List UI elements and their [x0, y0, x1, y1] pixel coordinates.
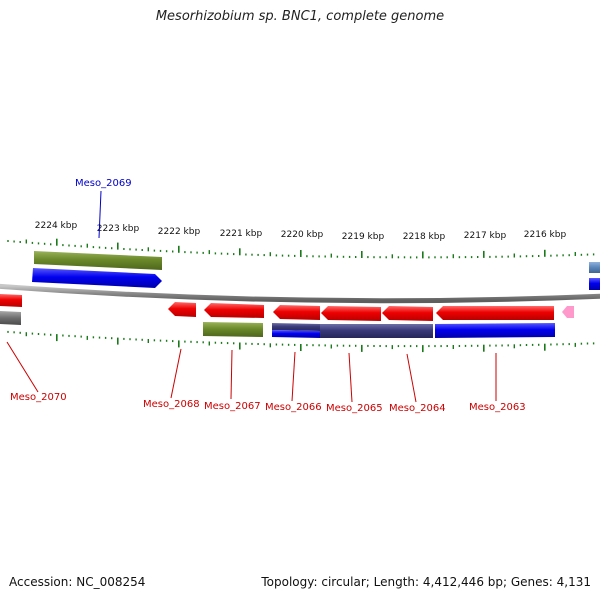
leader-line-meso-2064 — [406, 353, 417, 403]
scale-label: 2224 kbp — [35, 221, 78, 231]
leader-line-meso-2066 — [291, 351, 296, 402]
gene-label-meso-2065[interactable]: Meso_2065 — [326, 403, 383, 414]
reverse-strand-features — [0, 294, 574, 338]
scale-label: 2220 kbp — [281, 230, 324, 240]
feature-edge-steel[interactable] — [589, 262, 600, 273]
scale-ticks-top — [7, 238, 595, 259]
feature-meso-2070-gene[interactable] — [0, 311, 21, 325]
scale-ticks-bottom — [7, 330, 595, 353]
scale-label: 2219 kbp — [342, 232, 385, 242]
leader-lines — [6, 190, 497, 403]
feature-meso-2064-cds[interactable] — [382, 306, 433, 321]
gene-label-meso-2069[interactable]: Meso_2069 — [75, 178, 132, 189]
scale-label: 2223 kbp — [97, 224, 140, 234]
gene-label-meso-2070[interactable]: Meso_2070 — [10, 392, 67, 403]
feature-meso-2067-cds[interactable] — [204, 303, 264, 318]
scale-label: 2218 kbp — [403, 232, 446, 242]
genome-backbone — [0, 283, 600, 304]
feature-meso-2063-gene[interactable] — [435, 323, 555, 338]
feature-meso-2070-cds[interactable] — [0, 294, 22, 307]
gene-label-meso-2066[interactable]: Meso_2066 — [265, 402, 322, 413]
scale-label: 2222 kbp — [158, 227, 201, 237]
feature-meso-2066-gene[interactable] — [272, 323, 320, 331]
feature-meso-2065-cds[interactable] — [321, 306, 381, 321]
scale-label: 2216 kbp — [524, 230, 567, 240]
scale-labels: 2224 kbp 2223 kbp 2222 kbp 2221 kbp 2220… — [35, 221, 567, 242]
gene-label-meso-2067[interactable]: Meso_2067 — [204, 401, 261, 412]
feature-meso-2063-cds[interactable] — [436, 306, 554, 320]
gene-label-meso-2063[interactable]: Meso_2063 — [469, 402, 526, 413]
gene-labels: Meso_2069 Meso_2070 Meso_2068 Meso_2067 … — [10, 178, 526, 414]
feature-pink[interactable] — [562, 306, 574, 318]
gene-label-meso-2064[interactable]: Meso_2064 — [389, 403, 446, 414]
genome-title: Mesorhizobium sp. BNC1, complete genome — [155, 9, 445, 24]
feature-edge-blue[interactable] — [589, 278, 600, 290]
feature-meso-2066-cds[interactable] — [273, 305, 320, 320]
leader-line-meso-2067 — [230, 349, 233, 400]
genome-summary-text: Topology: circular; Length: 4,412,446 bp… — [261, 575, 591, 589]
feature-meso-2069-cds[interactable] — [32, 268, 162, 288]
leader-line-meso-2070 — [6, 341, 39, 393]
accession-text: Accession: NC_008254 — [9, 575, 146, 589]
forward-strand-features — [32, 251, 600, 290]
feature-meso-2067-gene[interactable] — [203, 322, 263, 337]
leader-line-meso-2065 — [348, 352, 353, 403]
scale-label: 2217 kbp — [464, 231, 507, 241]
leader-line-meso-2068 — [170, 348, 182, 399]
feature-meso-2066-gene-blue[interactable] — [272, 330, 320, 338]
scale-label: 2221 kbp — [220, 229, 263, 239]
feature-meso-2069-gene[interactable] — [34, 251, 162, 270]
feature-meso-2068-cds[interactable] — [168, 302, 196, 317]
feature-meso-2065-gene[interactable] — [320, 324, 433, 338]
leader-line-meso-2069 — [98, 190, 102, 239]
gene-label-meso-2068[interactable]: Meso_2068 — [143, 399, 200, 410]
